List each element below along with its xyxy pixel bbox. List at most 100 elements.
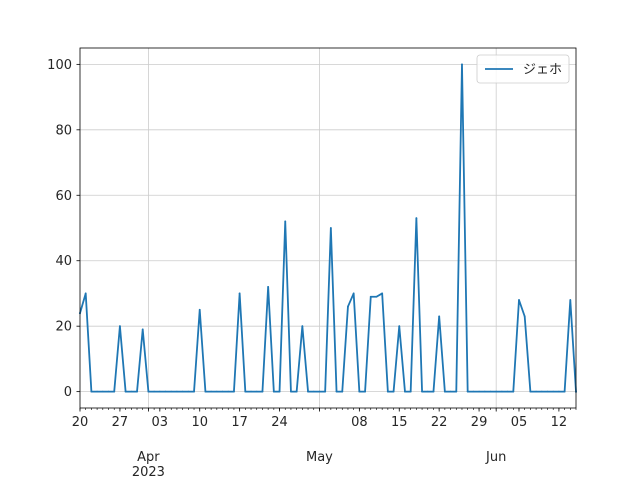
x-tick-label: 24: [271, 415, 288, 430]
data-point: [358, 390, 361, 393]
data-point: [443, 390, 446, 393]
data-point: [284, 220, 287, 223]
data-point: [233, 390, 235, 393]
data-point: [130, 390, 133, 393]
y-tick-label: 40: [55, 254, 72, 269]
x-year-label: 2023: [132, 465, 165, 480]
data-point: [198, 308, 201, 311]
data-point: [569, 299, 572, 301]
data-point: [483, 390, 486, 393]
data-point: [421, 390, 423, 393]
x-tick-label: 20: [72, 415, 89, 430]
data-point: [495, 390, 498, 393]
data-point: [119, 325, 121, 328]
legend-box: [476, 54, 570, 84]
data-point: [124, 390, 127, 393]
x-tick-label: 17: [231, 415, 248, 430]
data-point: [84, 292, 87, 295]
y-tick-label: 20: [55, 320, 72, 335]
x-month-label: Jun: [485, 450, 506, 465]
x-tick-label: 27: [112, 415, 129, 430]
y-tick-label: 100: [47, 58, 72, 73]
data-point: [409, 390, 412, 393]
data-point: [557, 390, 560, 393]
data-point: [312, 390, 315, 393]
data-point: [210, 390, 213, 393]
x-tick-label: 29: [471, 415, 488, 430]
data-point: [295, 390, 298, 393]
x-tick-label: 03: [152, 415, 169, 430]
data-point: [352, 292, 355, 295]
data-point: [261, 390, 264, 393]
data-point: [472, 390, 475, 393]
data-point: [221, 390, 224, 393]
data-point: [278, 390, 281, 393]
x-month-label: May: [306, 450, 333, 465]
data-point: [535, 390, 537, 393]
data-point: [364, 390, 366, 393]
data-point: [449, 390, 452, 393]
plot-frame: [79, 47, 577, 409]
data-point: [347, 305, 349, 308]
data-point: [415, 217, 418, 220]
data-point: [500, 390, 503, 393]
data-point: [432, 390, 435, 393]
data-point: [307, 390, 309, 393]
data-point: [90, 390, 93, 393]
x-tick-label: 22: [431, 415, 448, 430]
data-point: [324, 390, 327, 393]
data-point: [227, 390, 230, 393]
data-point: [523, 315, 526, 318]
data-point: [107, 390, 110, 393]
data-point: [301, 325, 304, 328]
data-point: [375, 295, 378, 298]
data-point: [381, 292, 384, 295]
data-point: [438, 315, 441, 318]
data-point: [540, 390, 543, 393]
data-point: [176, 390, 178, 393]
data-point: [193, 390, 195, 393]
data-point: [158, 390, 161, 393]
data-point: [187, 390, 190, 393]
x-tick-label: 12: [551, 415, 568, 430]
data-point: [478, 390, 480, 393]
data-point: [136, 390, 138, 393]
legend-label: ジェホ: [523, 63, 562, 78]
data-point: [512, 390, 515, 393]
data-point: [141, 328, 144, 331]
data-point: [318, 390, 321, 393]
data-point: [153, 390, 156, 393]
data-point: [369, 295, 372, 298]
data-point: [96, 390, 99, 393]
y-tick-label: 80: [55, 123, 72, 138]
data-point: [244, 390, 247, 393]
data-point: [426, 390, 429, 393]
data-point: [147, 390, 150, 393]
data-point: [267, 286, 270, 288]
data-point: [113, 390, 116, 393]
x-tick-label: 08: [351, 415, 368, 430]
data-point: [164, 390, 167, 393]
data-point: [238, 292, 241, 295]
data-point: [506, 390, 509, 393]
data-point: [404, 390, 406, 393]
data-point: [466, 390, 469, 393]
data-point: [563, 390, 566, 393]
data-point: [489, 390, 492, 393]
data-point: [529, 390, 532, 393]
data-point: [250, 390, 252, 393]
data-point: [170, 390, 173, 393]
data-point: [546, 390, 549, 393]
data-point: [398, 325, 401, 328]
x-tick-label: 05: [511, 415, 528, 430]
x-tick-label: 15: [391, 415, 408, 430]
data-point: [518, 299, 520, 301]
data-point: [290, 390, 292, 393]
data-point: [215, 390, 218, 393]
data-point: [329, 227, 332, 229]
data-point: [455, 390, 458, 393]
y-tick-label: 60: [55, 189, 72, 204]
data-point: [272, 390, 275, 393]
